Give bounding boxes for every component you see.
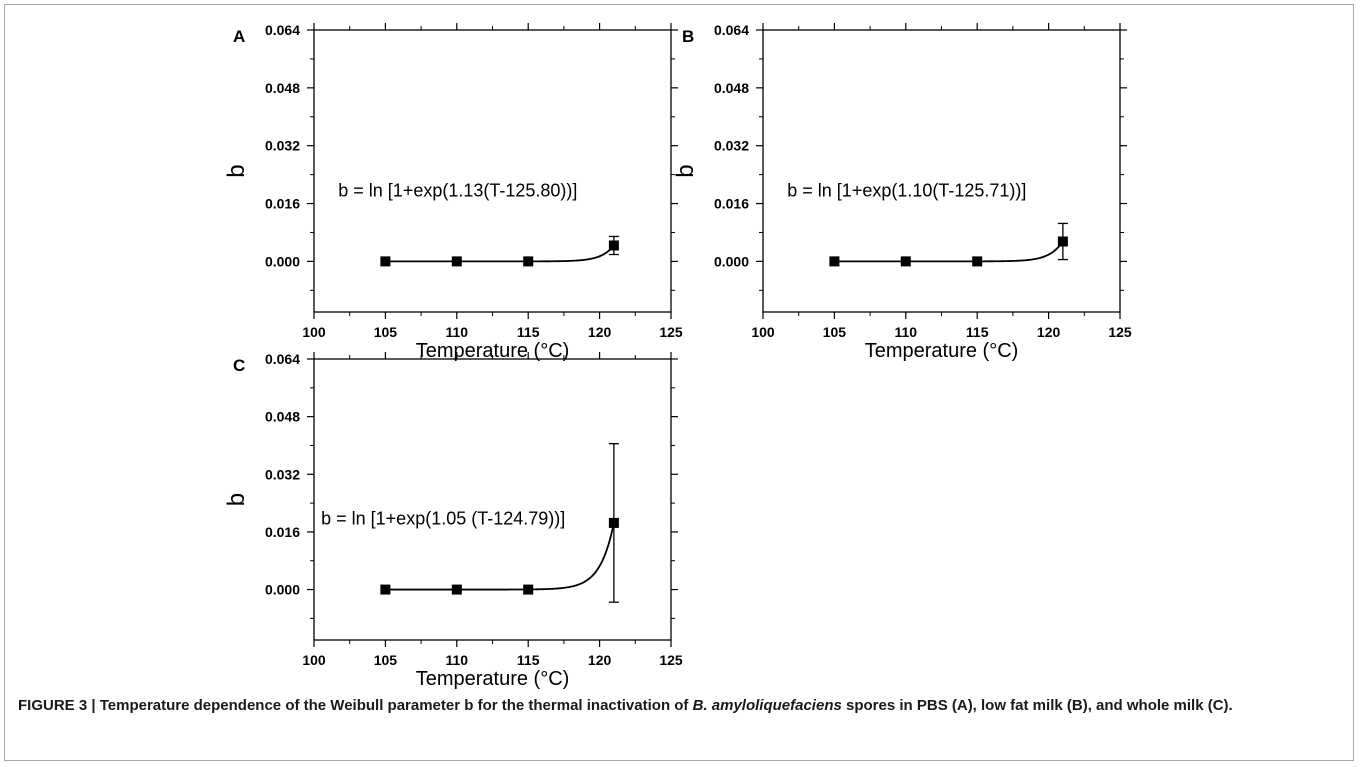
y-axis-label: b [672,164,699,177]
x-tick-label: 110 [446,324,469,340]
figure-charts: A 100 105 110 115 120 125 0.000 0.016 0.032 0.048 0… [223,22,1132,690]
x-tick-label: 125 [659,652,683,668]
panel-label: A [233,27,245,46]
chart-panel-a: A 100 105 110 115 120 125 0.000 0.016 0.032 0.048 0… [223,22,683,362]
chart-panel-c: C 100 105 110 115 120 125 0.000 0.016 0.032 0.048 0… [223,351,683,690]
y-tick-label: 0.032 [265,466,300,482]
y-tick-label: 0.016 [265,196,300,212]
x-tick-label: 100 [302,652,326,668]
x-tick-label: 120 [1037,324,1061,340]
data-point [523,256,534,267]
data-point [829,256,840,267]
x-tick-label: 115 [966,324,989,340]
x-tick-label: 105 [823,324,847,340]
x-tick-label: 120 [588,324,612,340]
y-tick-label: 0.048 [265,409,300,425]
x-tick-label: 125 [1108,324,1132,340]
data-point [900,256,911,267]
x-tick-label: 110 [895,324,918,340]
x-tick-label: 115 [517,324,540,340]
x-tick-label: 115 [517,652,540,668]
y-tick-label: 0.048 [714,80,749,96]
y-tick-label: 0.032 [265,138,300,154]
figure-frame [4,4,1354,761]
y-tick-label: 0.000 [265,253,300,269]
chart-panel-b: B 100 105 110 115 120 125 0.000 0.016 0.032 0.048 0… [672,22,1132,362]
data-point [608,517,619,528]
x-axis-label: Temperature (°C) [416,340,570,362]
y-tick-label: 0.000 [265,582,300,598]
fit-curve [385,244,615,263]
y-axis-label: b [223,164,250,177]
fit-equation: b = ln [1+exp(1.13(T-125.80))] [338,180,577,200]
panel-label: B [682,27,694,46]
plot-area-frame [313,29,672,313]
caption-suffix: spores in PBS (A), low fat milk (B), and… [841,697,1233,714]
caption-species: B. amyloliquefaciens [692,697,842,714]
caption-prefix: FIGURE 3 | Temperature dependence of the… [18,697,693,714]
x-tick-label: 105 [374,324,398,340]
plot-area-frame [762,29,1121,313]
plot-area-frame [313,358,672,641]
data-point [523,584,534,595]
data-point [451,256,462,267]
y-axis-label: b [223,493,250,506]
x-axis-label: Temperature (°C) [416,668,570,690]
y-tick-label: 0.064 [265,351,300,367]
data-point [972,256,983,267]
data-point [380,584,391,595]
y-tick-label: 0.064 [714,22,749,38]
data-point [608,240,619,251]
y-tick-label: 0.016 [265,524,300,540]
fit-equation: b = ln [1+exp(1.05 (T-124.79))] [321,509,565,529]
x-tick-label: 100 [751,324,775,340]
y-tick-label: 0.000 [714,253,749,269]
fit-curve [385,522,615,591]
x-tick-label: 110 [446,652,469,668]
figure-caption: FIGURE 3 | Temperature dependence of the… [18,695,1338,717]
y-tick-label: 0.064 [265,22,300,38]
data-point [380,256,391,267]
x-tick-label: 125 [659,324,683,340]
y-tick-label: 0.048 [265,80,300,96]
x-tick-label: 100 [302,324,326,340]
data-point [451,584,462,595]
y-tick-label: 0.016 [714,196,749,212]
x-tick-label: 120 [588,652,612,668]
x-tick-label: 105 [374,652,398,668]
fit-curve [834,240,1064,263]
data-point [1057,236,1068,247]
x-axis-label: Temperature (°C) [865,340,1019,362]
y-tick-label: 0.032 [714,138,749,154]
panel-label: C [233,356,245,375]
fit-equation: b = ln [1+exp(1.10(T-125.71))] [787,180,1026,200]
